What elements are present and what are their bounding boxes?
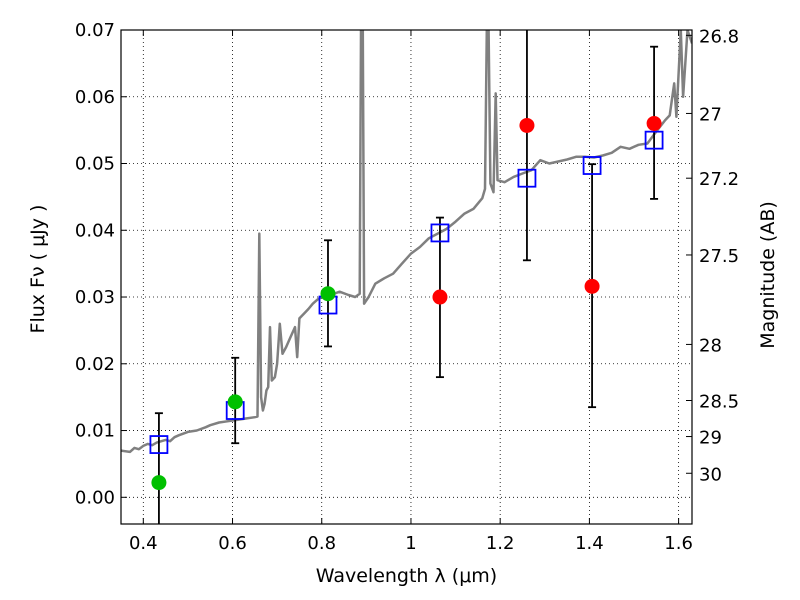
grid <box>121 29 692 524</box>
plot-frame <box>120 29 693 525</box>
y-tick-label: 0.04 <box>75 220 115 241</box>
green-data-point <box>320 286 336 302</box>
model-spectrum <box>121 30 692 454</box>
data-points <box>149 115 664 491</box>
spectrum-line <box>121 30 692 454</box>
y-axis-label: Flux Fν ( μJy ) <box>27 205 49 334</box>
green-data-point <box>227 394 243 410</box>
y-tick-label: 0.06 <box>75 87 115 108</box>
model-flux-square <box>644 130 664 150</box>
y-tick-label: 0.02 <box>75 354 115 375</box>
y2-tick-label: 27.5 <box>699 246 739 267</box>
y2-tick-label: 28.5 <box>699 392 739 413</box>
red-data-point <box>432 289 448 305</box>
red-data-point <box>646 115 662 131</box>
model-flux-square <box>430 223 450 243</box>
x-tick-label: 1 <box>405 533 416 554</box>
x-tick-label: 0.4 <box>129 533 158 554</box>
x-tick-label: 0.8 <box>307 533 336 554</box>
axis-ticks: 0.4 0.6 0.8 1 1.2 1.4 1.6 0.00 0.01 0.02 0.03 0.04 0… <box>75 20 739 554</box>
y2-tick-label: 27 <box>699 104 722 125</box>
red-data-point <box>584 278 600 294</box>
y-tick-label: 0.00 <box>75 487 115 508</box>
model-flux-square <box>582 156 602 175</box>
y2-tick-label: 26.8 <box>699 26 739 47</box>
y2-tick-label: 27.2 <box>699 169 739 190</box>
y-tick-label: 0.01 <box>75 421 115 442</box>
red-data-point <box>519 117 535 133</box>
y2-tick-label: 29 <box>699 428 722 449</box>
error-bars <box>154 30 659 524</box>
model-flux-square <box>149 435 169 454</box>
x-tick-label: 1.4 <box>575 533 604 554</box>
y-tick-label: 0.03 <box>75 287 115 308</box>
x-axis-label: Wavelength λ (μm) <box>316 565 497 587</box>
x-tick-label: 0.6 <box>218 533 247 554</box>
x-tick-label: 1.2 <box>486 533 515 554</box>
y2-axis-label: Magnitude (AB) <box>757 201 779 349</box>
x-tick-label: 1.6 <box>664 533 693 554</box>
y-tick-label: 0.07 <box>75 20 115 41</box>
y2-tick-label: 28 <box>699 335 722 356</box>
y-tick-label: 0.05 <box>75 154 115 175</box>
green-data-point <box>151 475 167 491</box>
y2-tick-label: 30 <box>699 464 722 485</box>
model-flux-square <box>517 168 537 188</box>
